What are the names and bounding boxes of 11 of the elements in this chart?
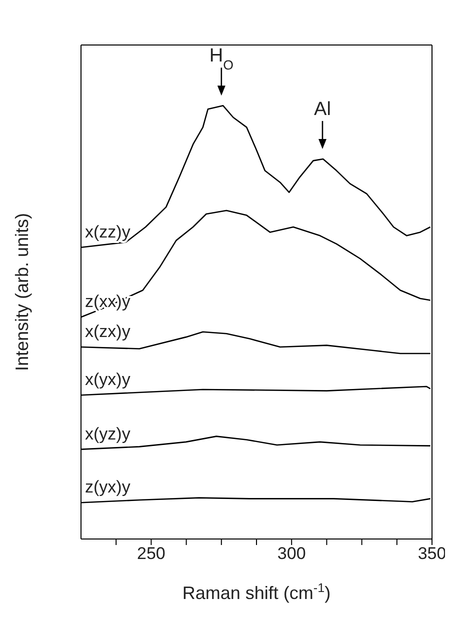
x-tick-label: 250 <box>137 544 166 564</box>
series-label: x(zz)y <box>85 222 131 242</box>
annotation: Al <box>314 98 331 120</box>
x-axis-title: Raman shift (cm$^{-1}$) <box>182 581 331 603</box>
y-axis-title: Intensity (arb. units) <box>12 212 32 372</box>
annotation: H$_{O}$ <box>209 46 234 72</box>
series-label: x(yx)y <box>85 370 131 390</box>
x-tick-label: 300 <box>277 544 306 564</box>
series-label: z(yx)y <box>85 478 131 497</box>
series-label: x(zx)y <box>85 322 131 342</box>
series-label: x(yz)y <box>85 424 131 444</box>
